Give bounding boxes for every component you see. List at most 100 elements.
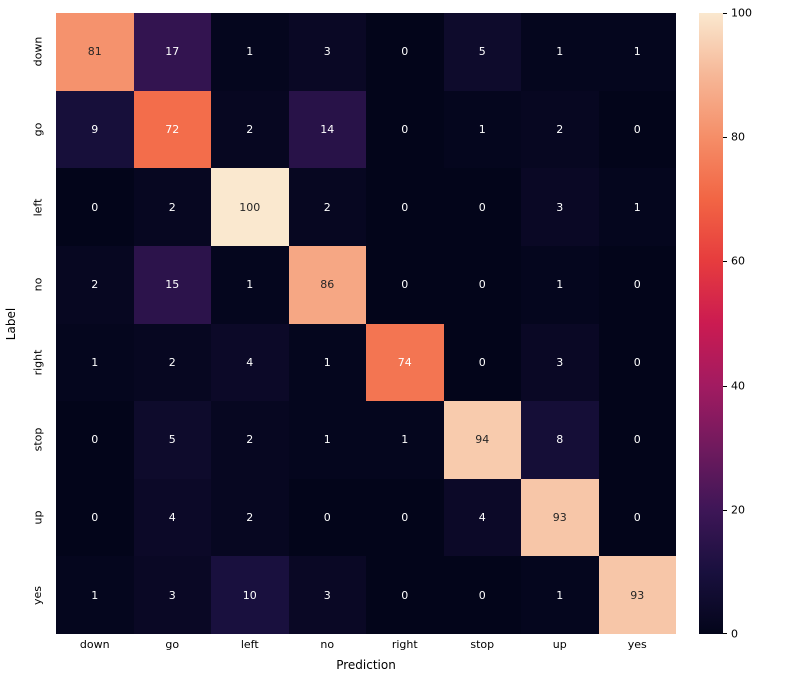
heatmap-grid: 81 17 1 3 0 5 1 1 9 72 2 14 0 1 2 0 0 2 100 2 0 0 3 1 2 15 1 86 0 0 1 0…	[56, 13, 676, 634]
heatmap-cell: 0	[598, 478, 676, 557]
heatmap-cell: 1	[521, 556, 599, 634]
x-tick-label: no	[320, 638, 335, 651]
heatmap-cell: 81	[56, 13, 134, 91]
x-axis-label: Prediction	[336, 658, 396, 672]
heatmap-cell: 1	[521, 245, 599, 324]
y-tick-label: no	[26, 246, 50, 324]
colorbar-tick-mark	[723, 13, 727, 14]
y-tick-label: down	[26, 13, 50, 91]
heatmap-cell: 1	[521, 13, 599, 91]
x-tick-labels: down go left no right stop up yes	[56, 638, 676, 653]
colorbar-tick-label: 60	[731, 254, 745, 268]
heatmap-cell: 0	[598, 245, 676, 324]
heatmap-cell: 10	[211, 556, 289, 634]
y-axis-label: Label	[4, 307, 18, 340]
y-tick-label-text: go	[31, 122, 45, 137]
heatmap-cell: 0	[366, 168, 444, 246]
heatmap-cell: 14	[288, 90, 366, 169]
colorbar	[699, 13, 723, 634]
colorbar-tick-label: 40	[731, 379, 745, 393]
heatmap-cell: 1	[288, 323, 366, 402]
y-tick-label: right	[26, 324, 50, 402]
heatmap-cell: 0	[56, 168, 134, 246]
heatmap-cell: 0	[443, 168, 521, 246]
heatmap-cell: 93	[521, 478, 599, 557]
colorbar-tick-label: 100	[731, 6, 752, 20]
heatmap-cell: 0	[366, 90, 444, 169]
heatmap-cell: 0	[443, 323, 521, 402]
y-axis-label-wrap: Label	[0, 13, 22, 634]
heatmap-cell: 0	[56, 478, 134, 557]
heatmap-cell: 1	[598, 168, 676, 246]
colorbar-tick-mark	[723, 137, 727, 138]
x-tick-label: down	[79, 638, 110, 651]
heatmap-cell: 0	[598, 90, 676, 169]
heatmap-cell: 1	[366, 401, 444, 479]
heatmap-cell: 2	[211, 90, 289, 169]
heatmap-cell: 0	[366, 13, 444, 91]
heatmap-cell: 3	[521, 168, 599, 246]
heatmap-cell: 0	[366, 478, 444, 557]
x-axis-label-wrap: Prediction	[56, 658, 676, 672]
y-tick-label-text: left	[31, 198, 45, 216]
x-tick-label: right	[391, 638, 418, 651]
heatmap-cell: 2	[211, 478, 289, 557]
y-tick-label: left	[26, 168, 50, 246]
heatmap-cell: 17	[133, 13, 211, 91]
x-tick-label: yes	[627, 638, 647, 651]
y-tick-label: stop	[26, 401, 50, 479]
heatmap-cell: 3	[288, 13, 366, 91]
heatmap-cell: 100	[211, 168, 289, 246]
heatmap-cell: 74	[366, 323, 444, 402]
heatmap-cell: 0	[443, 245, 521, 324]
x-tick-label: go	[165, 638, 180, 651]
y-tick-labels: down go left no right stop up yes	[26, 13, 50, 634]
heatmap-cell: 4	[443, 478, 521, 557]
heatmap-cell: 5	[443, 13, 521, 91]
heatmap-cell: 93	[598, 556, 676, 634]
y-tick-label: go	[26, 91, 50, 169]
heatmap-cell: 2	[133, 323, 211, 402]
heatmap-cell: 2	[211, 401, 289, 479]
heatmap-cell: 0	[288, 478, 366, 557]
y-tick-label-text: down	[31, 36, 45, 67]
heatmap-cell: 0	[598, 401, 676, 479]
heatmap-cell: 1	[56, 323, 134, 402]
heatmap-cell: 1	[443, 90, 521, 169]
heatmap-cell: 0	[443, 556, 521, 634]
y-tick-label: up	[26, 479, 50, 557]
heatmap-cell: 0	[598, 323, 676, 402]
colorbar-tick-mark	[723, 261, 727, 262]
colorbar-tick-label: 0	[731, 627, 738, 641]
heatmap-cell: 1	[288, 401, 366, 479]
heatmap-cell: 2	[56, 245, 134, 324]
heatmap-cell: 4	[133, 478, 211, 557]
heatmap-cell: 9	[56, 90, 134, 169]
heatmap-cell: 0	[366, 245, 444, 324]
heatmap-cell: 5	[133, 401, 211, 479]
heatmap-cell: 86	[288, 245, 366, 324]
heatmap-cell: 2	[288, 168, 366, 246]
x-tick-label: stop	[470, 638, 495, 651]
heatmap-cell: 8	[521, 401, 599, 479]
colorbar-tick-mark	[723, 510, 727, 511]
heatmap-cell: 3	[288, 556, 366, 634]
y-tick-label: yes	[26, 556, 50, 634]
colorbar-tick-mark	[723, 633, 727, 634]
heatmap-cell: 4	[211, 323, 289, 402]
x-tick-label: left	[240, 638, 259, 651]
heatmap-cell: 2	[521, 90, 599, 169]
heatmap-cell: 15	[133, 245, 211, 324]
x-tick-label: up	[552, 638, 567, 651]
heatmap-cell: 2	[133, 168, 211, 246]
heatmap-cell: 1	[56, 556, 134, 634]
colorbar-tick-label: 80	[731, 130, 745, 144]
colorbar-tick-label: 20	[731, 503, 745, 517]
heatmap-cell: 1	[211, 13, 289, 91]
heatmap-cell: 3	[133, 556, 211, 634]
heatmap-cell: 0	[56, 401, 134, 479]
heatmap-cell: 1	[211, 245, 289, 324]
heatmap-cell: 0	[366, 556, 444, 634]
heatmap-cell: 72	[133, 90, 211, 169]
